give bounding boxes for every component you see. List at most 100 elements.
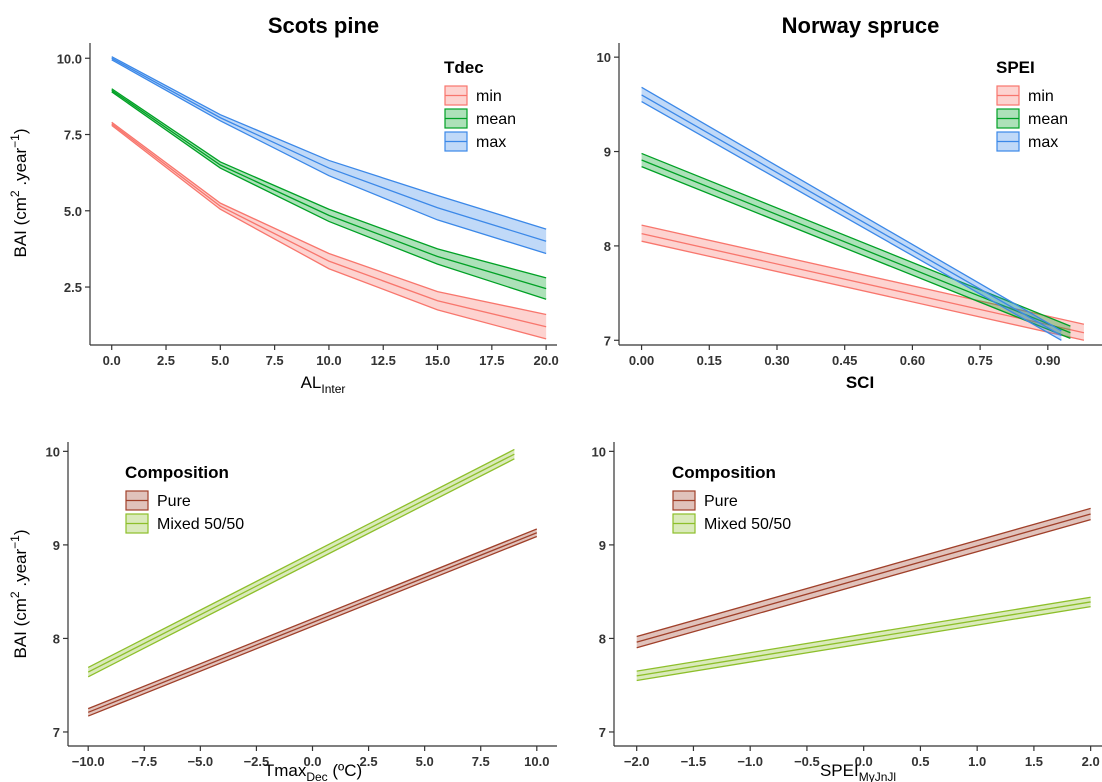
x-tick-label: 0.45 bbox=[832, 353, 857, 368]
series-min bbox=[641, 224, 1085, 341]
x-tick-label: 1.5 bbox=[1025, 754, 1043, 769]
series-pure bbox=[636, 507, 1091, 649]
upper-bound-line-pure bbox=[87, 528, 538, 710]
lower-bound-line-max bbox=[641, 100, 1062, 341]
series-mixed-50-50 bbox=[87, 448, 515, 678]
x-tick-label: 2.0 bbox=[1082, 754, 1100, 769]
y-axis-label: BAI (cm2 .year−1) bbox=[8, 529, 30, 658]
series-min bbox=[111, 121, 547, 340]
legend-label-mean: mean bbox=[1028, 111, 1068, 128]
y-tick-label: 2.5 bbox=[64, 280, 82, 295]
y-tick-label: 7 bbox=[53, 725, 60, 740]
x-tick-label: 10.0 bbox=[524, 754, 549, 769]
series-max bbox=[641, 86, 1062, 341]
panel-scots-pine-tmax-dec: −10.0 −7.5 −5.0 −2.5 0.0 2.5 5.0 7.5 10.0 7 8 9 10 Tm… bbox=[8, 442, 557, 782]
legend-label-min: min bbox=[476, 88, 502, 105]
legend-title: Tdec bbox=[444, 58, 484, 77]
panel-title: Norway spruce bbox=[782, 13, 940, 38]
legend: Composition Pure Mixed 50/50 bbox=[672, 463, 791, 534]
x-tick-label: 0.60 bbox=[900, 353, 925, 368]
y-tick-label: 10 bbox=[597, 50, 611, 65]
series-mixed-50-50 bbox=[636, 596, 1091, 682]
x-axis-label: SPEIMyJnJl bbox=[820, 761, 896, 782]
upper-bound-line-mixed-50-50 bbox=[636, 596, 1091, 672]
confidence-band-mean bbox=[111, 88, 547, 300]
x-tick-label: 12.5 bbox=[371, 353, 396, 368]
fit-line-max bbox=[641, 94, 1062, 337]
upper-bound-line-pure bbox=[636, 507, 1091, 638]
upper-bound-line-max bbox=[641, 86, 1062, 332]
legend-key-mean bbox=[444, 108, 468, 129]
lower-bound-line-min bbox=[111, 124, 547, 340]
upper-bound-line-mixed-50-50 bbox=[87, 448, 515, 669]
upper-bound-line-min bbox=[111, 121, 547, 316]
x-tick-label: 10.0 bbox=[316, 353, 341, 368]
x-tick-label: 0.00 bbox=[629, 353, 654, 368]
x-tick-label: −5.0 bbox=[188, 754, 214, 769]
x-axis-label: SCI bbox=[846, 373, 874, 392]
fit-line-mixed-50-50 bbox=[636, 601, 1091, 677]
y-tick-label: 8 bbox=[599, 631, 606, 646]
x-tick-label: 2.5 bbox=[157, 353, 175, 368]
series-max bbox=[111, 56, 547, 255]
confidence-band-max bbox=[641, 87, 1062, 341]
y-tick-label: 9 bbox=[53, 538, 60, 553]
y-tick-label: 9 bbox=[599, 538, 606, 553]
legend-label-mixed-50-50: Mixed 50/50 bbox=[157, 516, 244, 533]
panel-norway-spruce-sci: Norway spruce 0.00 0.15 0.30 0.45 0.60 0.75 0.9… bbox=[597, 13, 1102, 392]
fit-line-max bbox=[111, 57, 547, 242]
y-tick-label: 10.0 bbox=[57, 51, 82, 66]
series-mean bbox=[111, 88, 547, 300]
x-tick-label: 0.0 bbox=[103, 353, 121, 368]
legend-label-pure: Pure bbox=[157, 493, 191, 510]
lower-bound-line-min bbox=[641, 240, 1085, 341]
legend-key-min bbox=[444, 85, 468, 106]
y-tick-label: 8 bbox=[53, 631, 60, 646]
legend-title: SPEI bbox=[996, 58, 1035, 77]
confidence-band-max bbox=[111, 56, 547, 254]
legend-title: Composition bbox=[125, 463, 229, 482]
legend-key-mixed-50-50 bbox=[125, 513, 149, 534]
x-tick-label: 0.0 bbox=[303, 754, 321, 769]
fit-line-min bbox=[641, 233, 1085, 334]
legend-key-max bbox=[996, 131, 1020, 152]
series-pure bbox=[87, 528, 538, 717]
upper-bound-line-mean bbox=[641, 152, 1071, 327]
x-tick-label: 0.5 bbox=[911, 754, 929, 769]
series-mean bbox=[641, 152, 1071, 339]
upper-bound-line-min bbox=[641, 224, 1085, 325]
legend-key-mean bbox=[996, 108, 1020, 129]
x-tick-label: 1.0 bbox=[968, 754, 986, 769]
x-tick-label: 0.75 bbox=[967, 353, 992, 368]
fit-line-mean bbox=[641, 159, 1071, 334]
legend-label-max: max bbox=[476, 134, 506, 151]
fit-line-min bbox=[111, 123, 547, 328]
legend: Composition Pure Mixed 50/50 bbox=[125, 463, 244, 534]
x-tick-label: 5.0 bbox=[416, 754, 434, 769]
x-tick-label: 20.0 bbox=[533, 353, 558, 368]
x-tick-label: −2.5 bbox=[244, 754, 270, 769]
legend-key-min bbox=[996, 85, 1020, 106]
x-tick-label: −1.0 bbox=[737, 754, 763, 769]
legend-title: Composition bbox=[672, 463, 776, 482]
x-tick-label: −7.5 bbox=[131, 754, 157, 769]
panel-title: Scots pine bbox=[268, 13, 379, 38]
lower-bound-line-mixed-50-50 bbox=[87, 458, 515, 678]
legend-key-mixed-50-50 bbox=[672, 513, 696, 534]
x-axis-label: TmaxDec (ºC) bbox=[264, 761, 362, 782]
x-tick-label: 0.30 bbox=[764, 353, 789, 368]
lower-bound-line-mean bbox=[111, 91, 547, 300]
upper-bound-line-mean bbox=[111, 88, 547, 279]
fit-line-mixed-50-50 bbox=[87, 453, 515, 673]
x-tick-label: 2.5 bbox=[360, 754, 378, 769]
x-tick-label: −0.5 bbox=[794, 754, 820, 769]
y-tick-label: 10 bbox=[46, 444, 60, 459]
x-tick-label: 0.90 bbox=[1035, 353, 1060, 368]
legend-label-mean: mean bbox=[476, 111, 516, 128]
confidence-band-min bbox=[111, 122, 547, 339]
x-tick-label: −10.0 bbox=[72, 754, 105, 769]
x-tick-label: 7.5 bbox=[472, 754, 490, 769]
y-tick-label: 7.5 bbox=[64, 128, 82, 143]
x-tick-label: 5.0 bbox=[211, 353, 229, 368]
